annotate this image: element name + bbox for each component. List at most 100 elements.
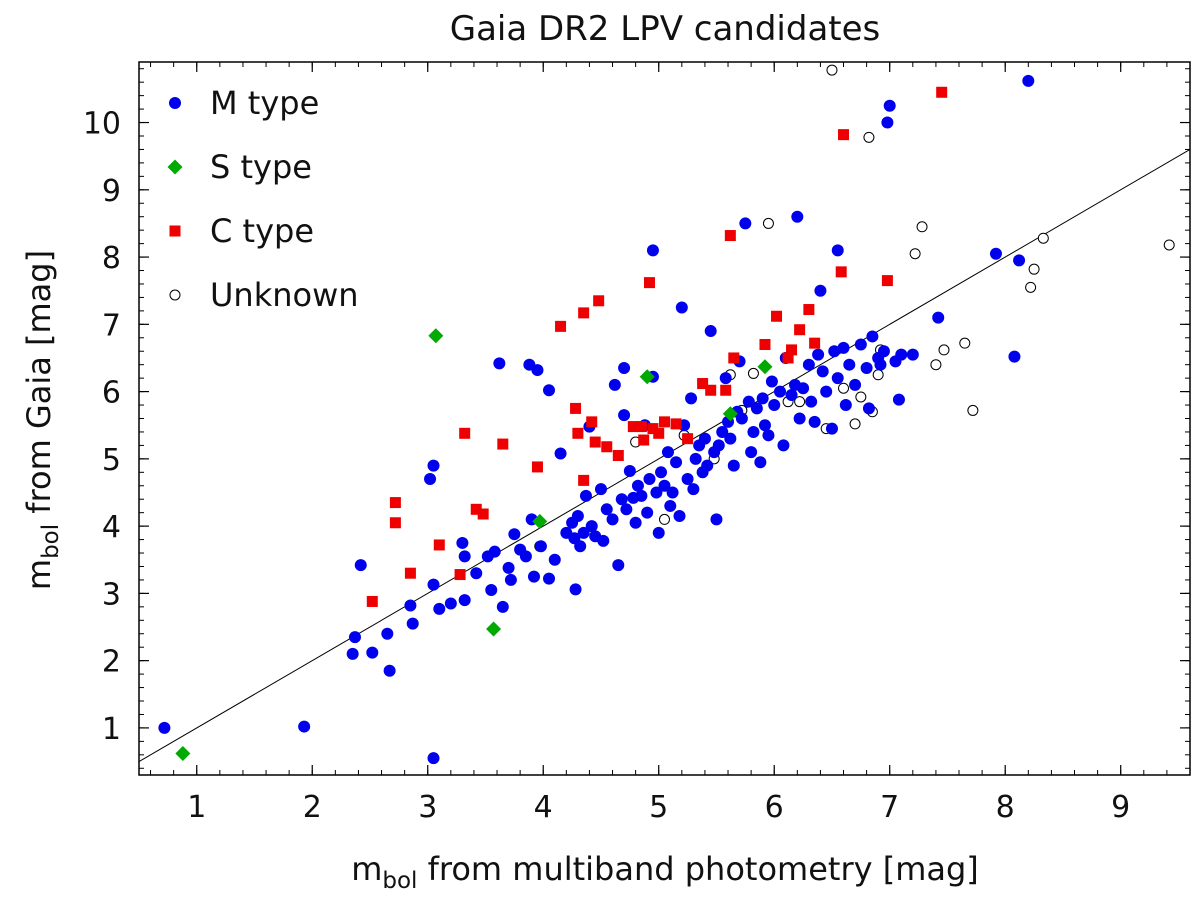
m-type-point: [1013, 254, 1026, 267]
c-type-point: [638, 434, 650, 446]
x-tick-label: 6: [765, 790, 784, 825]
m-type-point: [716, 425, 729, 438]
x-tick-label: 9: [1111, 790, 1130, 825]
c-type-point: [647, 423, 659, 435]
c-type-point: [786, 344, 798, 356]
m-type-point: [658, 479, 671, 492]
unknown-point: [1025, 281, 1037, 293]
unknown-point: [872, 369, 884, 381]
m-type-point: [710, 513, 723, 526]
m-type-point: [989, 247, 1002, 260]
m-type-point: [406, 617, 419, 630]
m-type-point: [866, 330, 879, 343]
c-type-point: [782, 352, 794, 364]
m-type-point: [666, 486, 679, 499]
c-type-point: [470, 503, 482, 515]
m-type-point: [635, 489, 648, 502]
m-type-point: [594, 483, 607, 496]
legend-marker-unknown: [169, 289, 181, 301]
m-type-point: [773, 385, 786, 398]
m-type-point: [608, 378, 621, 391]
m-type-point: [585, 520, 598, 533]
m-type-point: [427, 578, 440, 591]
unknown-point: [838, 382, 850, 394]
m-type-point: [381, 627, 394, 640]
m-type-point: [727, 459, 740, 472]
m-type-point: [756, 392, 769, 405]
m-type-point: [877, 345, 890, 358]
m-type-point: [739, 217, 752, 230]
x-tick-label: 7: [880, 790, 899, 825]
unknown-point: [826, 64, 838, 76]
m-type-point: [689, 452, 702, 465]
c-type-point: [572, 427, 584, 439]
m-type-point: [508, 528, 521, 541]
m-type-point: [837, 341, 850, 354]
m-type-point: [631, 479, 644, 492]
c-type-point: [497, 438, 509, 450]
m-type-point: [820, 385, 833, 398]
m-type-point: [758, 419, 771, 432]
m-type-point: [618, 362, 631, 375]
legend: M type S type C type Unknown: [167, 84, 359, 314]
y-tick-label: 8: [102, 241, 121, 276]
s-type-point: [428, 328, 444, 344]
c-type-point: [728, 352, 740, 364]
c-type-point: [627, 421, 639, 433]
m-type-point: [895, 348, 908, 361]
legend-label-m-type: M type: [210, 84, 319, 122]
m-type-point: [519, 550, 532, 563]
y-axis-label-base: m: [20, 559, 58, 590]
m-type-point: [527, 570, 540, 583]
s-type-point: [175, 745, 191, 761]
m-type-point: [675, 301, 688, 314]
c-type-point: [809, 337, 821, 349]
y-axis-label-rest: from Gaia [mag]: [20, 250, 58, 524]
x-tick-label: 5: [649, 790, 668, 825]
y-axis-label: mbol from Gaia [mag]: [20, 250, 64, 590]
c-type-point: [682, 433, 694, 445]
c-type-point: [670, 418, 682, 430]
m-type-point: [661, 446, 674, 459]
c-type-point: [389, 497, 401, 509]
legend-label-unknown: Unknown: [210, 276, 359, 314]
c-type-point: [643, 277, 655, 289]
c-type-point: [477, 508, 489, 520]
m-type-point: [892, 393, 905, 406]
m-type-point: [424, 473, 437, 486]
s-type-point: [722, 406, 738, 422]
c-type-point: [635, 421, 647, 433]
m-type-point: [816, 365, 829, 378]
m-type-point: [1022, 74, 1035, 87]
m-type-point: [569, 583, 582, 596]
legend-marker-m-type: [169, 97, 181, 109]
m-type-point: [493, 357, 506, 370]
m-type-point: [664, 499, 677, 512]
c-type-point: [578, 307, 590, 319]
c-type-point: [936, 86, 948, 98]
m-type-point: [745, 446, 758, 459]
m-type-point: [298, 720, 311, 733]
unknown-point: [959, 337, 971, 349]
m-type-point: [597, 534, 610, 547]
m-type-point: [735, 412, 748, 425]
m-type-point: [860, 362, 873, 375]
m-type-point: [643, 473, 656, 486]
m-type-point: [825, 422, 838, 435]
m-type-point: [623, 464, 636, 477]
c-type-point: [724, 230, 736, 242]
unknown-point: [794, 396, 806, 408]
m-type-point: [812, 348, 825, 361]
unknown-point: [659, 513, 670, 525]
x-tick-label: 8: [996, 790, 1015, 825]
m-type-point: [543, 384, 556, 397]
unknown-point: [855, 391, 867, 403]
m-type-point: [620, 503, 633, 516]
unknown-point: [849, 418, 861, 430]
c-type-point: [578, 474, 590, 486]
s-type-point: [486, 621, 502, 637]
m-type-point: [655, 466, 668, 479]
m-type-point: [158, 721, 171, 734]
c-type-point: [454, 569, 466, 581]
x-tick-label: 4: [534, 790, 553, 825]
